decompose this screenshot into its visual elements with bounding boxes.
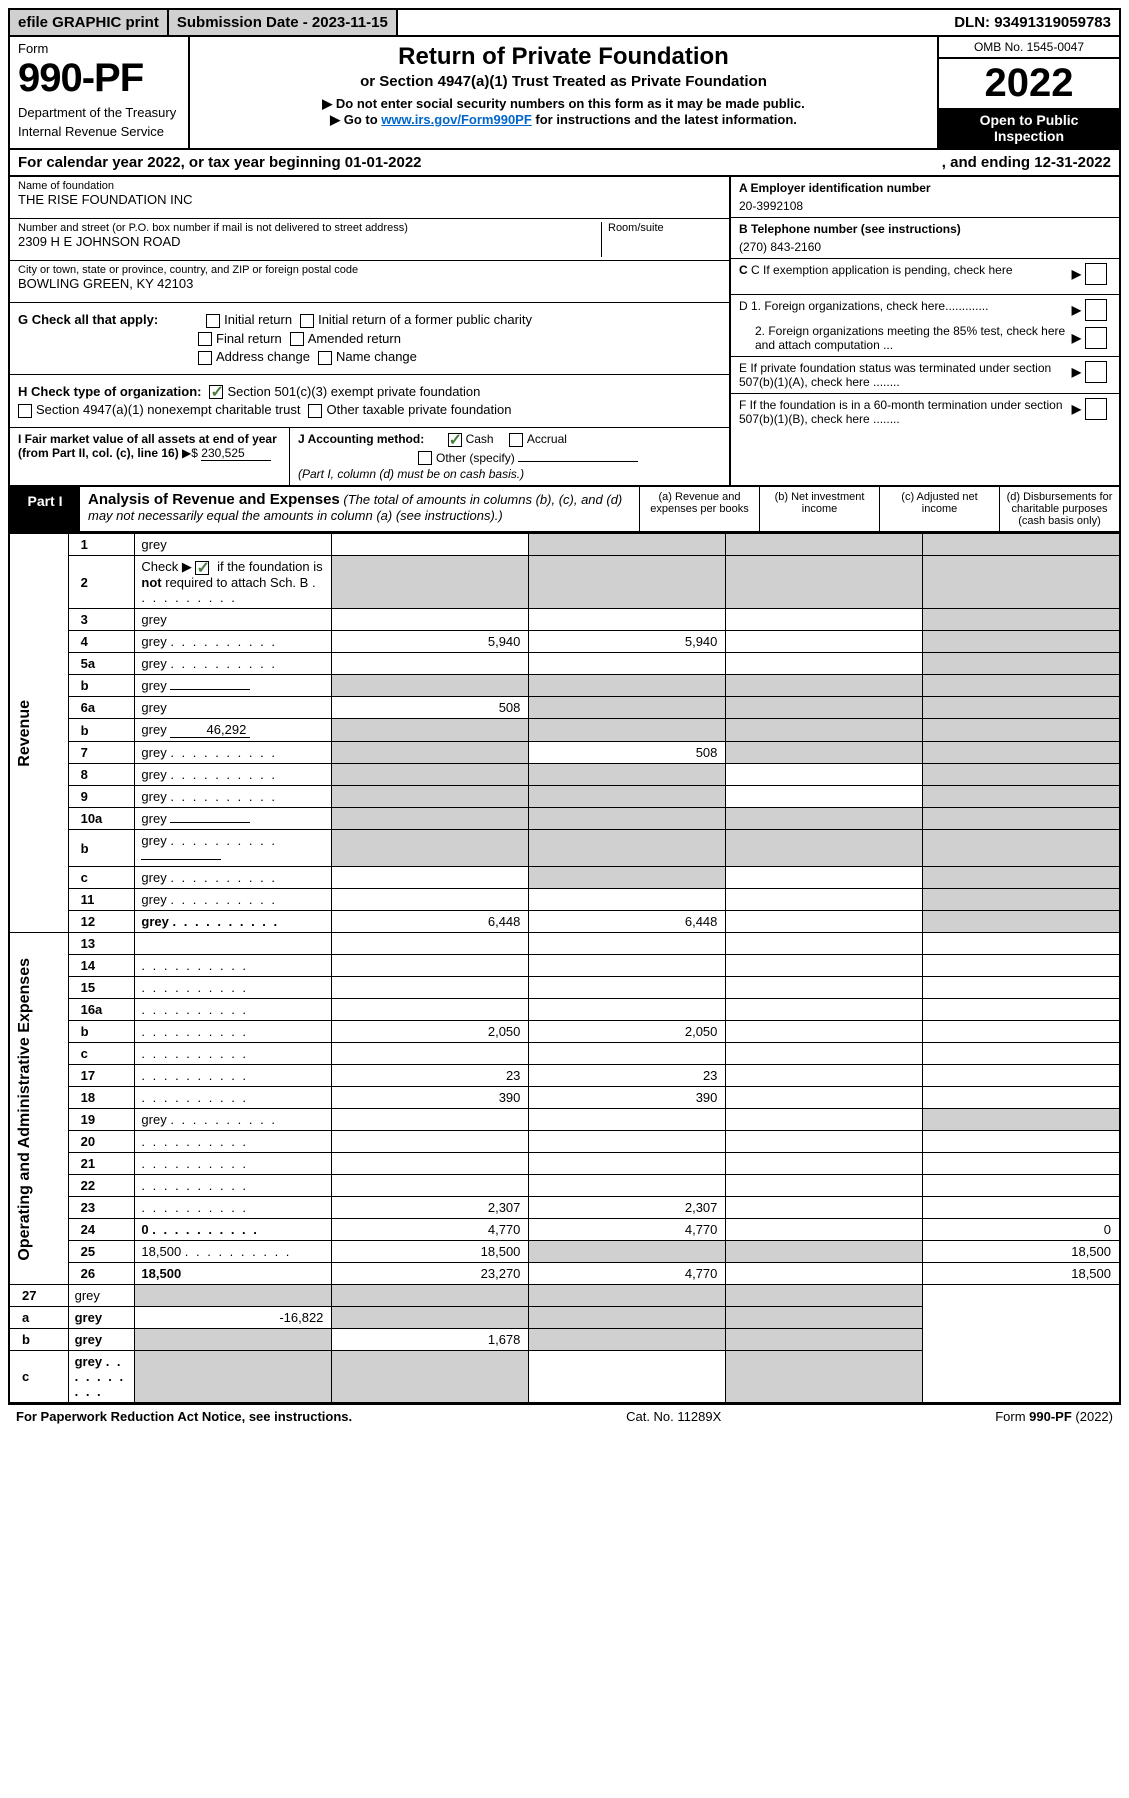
revenue-expense-table: Revenue1grey2Check ▶ if the foundation i… [8,533,1121,1404]
table-row: 2518,500 18,50018,500 [9,1241,1120,1263]
table-row: 19grey [9,1109,1120,1131]
paperwork-notice: For Paperwork Reduction Act Notice, see … [16,1409,352,1424]
form-header: Form 990-PF Department of the Treasury I… [8,37,1121,150]
table-row: 9grey [9,786,1120,808]
checkbox-amended[interactable] [290,332,304,346]
section-g: G Check all that apply: Initial return I… [10,303,729,375]
table-row: 16a [9,999,1120,1021]
checkbox-cash[interactable] [448,433,462,447]
table-row: 240 4,7704,7700 [9,1219,1120,1241]
table-row: 18 390390 [9,1087,1120,1109]
table-row: 3grey [9,609,1120,631]
page-footer: For Paperwork Reduction Act Notice, see … [8,1404,1121,1428]
checkbox-initial-return[interactable] [206,314,220,328]
calendar-year-row: For calendar year 2022, or tax year begi… [8,150,1121,177]
table-row: 22 [9,1175,1120,1197]
col-b-header: (b) Net investment income [759,487,879,531]
dept-irs: Internal Revenue Service [18,124,180,139]
efile-label: efile GRAPHIC print [10,10,169,35]
irs-link[interactable]: www.irs.gov/Form990PF [381,112,532,127]
submission-date: Submission Date - 2023-11-15 [169,10,398,35]
fmv-value: 230,525 [201,446,271,461]
section-ij: I Fair market value of all assets at end… [10,428,729,486]
checkbox-foreign[interactable] [1085,299,1107,321]
tax-year: 2022 [939,59,1119,108]
table-row: 6agrey508 [9,697,1120,719]
60month-row: F If the foundation is in a 60-month ter… [731,394,1119,430]
checkbox-4947[interactable] [18,404,32,418]
table-row: 14 [9,955,1120,977]
open-public-badge: Open to Public Inspection [939,108,1119,148]
table-row: 27grey [9,1285,1120,1307]
phone-row: B Telephone number (see instructions) (2… [731,218,1119,259]
table-row: 7grey 508 [9,742,1120,764]
table-row: Revenue1grey [9,534,1120,556]
table-row: 12grey 6,4486,448 [9,911,1120,933]
top-bar: efile GRAPHIC print Submission Date - 20… [8,8,1121,37]
table-row: 21 [9,1153,1120,1175]
col-c-header: (c) Adjusted net income [879,487,999,531]
part1-header: Part I Analysis of Revenue and Expenses … [8,487,1121,533]
foreign-org-row: D 1. Foreign organizations, check here..… [731,295,1119,357]
checkbox-exemption[interactable] [1085,263,1107,285]
checkbox-sch-b[interactable] [195,561,209,575]
checkbox-501c3[interactable] [209,385,223,399]
table-row: 2Check ▶ if the foundation is not requir… [9,556,1120,609]
table-row: Operating and Administrative Expenses13 [9,933,1120,955]
entity-info-grid: Name of foundation THE RISE FOUNDATION I… [8,177,1121,487]
table-row: c [9,1043,1120,1065]
checkbox-other-taxable[interactable] [308,404,322,418]
table-row: 4grey 5,9405,940 [9,631,1120,653]
note-link: ▶ Go to www.irs.gov/Form990PF for instru… [202,112,925,128]
form-title: Return of Private Foundation [202,43,925,71]
table-row: bgrey1,678 [9,1329,1120,1351]
dln-label: DLN: 93491319059783 [946,10,1119,35]
table-row: b 2,0502,050 [9,1021,1120,1043]
checkbox-initial-public[interactable] [300,314,314,328]
form-footer-label: Form 990-PF (2022) [995,1409,1113,1424]
table-row: bgrey 46,292 [9,719,1120,742]
form-subtitle: or Section 4947(a)(1) Trust Treated as P… [202,73,925,90]
table-row: bgrey [9,830,1120,867]
table-row: cgrey [9,1351,1120,1404]
city-row: City or town, state or province, country… [10,261,729,303]
table-row: 10agrey [9,808,1120,830]
table-row: 2618,50023,2704,77018,500 [9,1263,1120,1285]
section-h: H Check type of organization: Section 50… [10,375,729,428]
omb-number: OMB No. 1545-0047 [939,37,1119,59]
catalog-number: Cat. No. 11289X [626,1409,721,1424]
form-number: 990-PF [18,56,180,101]
checkbox-accrual[interactable] [509,433,523,447]
checkbox-name-change[interactable] [318,351,332,365]
table-row: 23 2,3072,307 [9,1197,1120,1219]
address-row: Number and street (or P.O. box number if… [10,219,729,261]
ein-row: A Employer identification number 20-3992… [731,177,1119,218]
checkbox-60month[interactable] [1085,398,1107,420]
status-terminated-row: E If private foundation status was termi… [731,357,1119,394]
part1-label: Part I [10,487,80,531]
col-d-header: (d) Disbursements for charitable purpose… [999,487,1119,531]
note-ssn: ▶ Do not enter social security numbers o… [202,96,925,112]
table-row: bgrey [9,675,1120,697]
dept-treasury: Department of the Treasury [18,105,180,120]
checkbox-terminated[interactable] [1085,361,1107,383]
checkbox-other-method[interactable] [418,451,432,465]
table-row: 17 2323 [9,1065,1120,1087]
checkbox-address-change[interactable] [198,351,212,365]
form-label: Form [18,41,180,56]
table-row: 20 [9,1131,1120,1153]
exemption-pending-row: C C If exemption application is pending,… [731,259,1119,295]
col-a-header: (a) Revenue and expenses per books [639,487,759,531]
table-row: 8grey [9,764,1120,786]
checkbox-85pct[interactable] [1085,327,1107,349]
table-row: 5agrey [9,653,1120,675]
foundation-name-row: Name of foundation THE RISE FOUNDATION I… [10,177,729,219]
table-row: agrey-16,822 [9,1307,1120,1329]
table-row: 15 [9,977,1120,999]
table-row: 11grey [9,889,1120,911]
checkbox-final-return[interactable] [198,332,212,346]
table-row: cgrey [9,867,1120,889]
